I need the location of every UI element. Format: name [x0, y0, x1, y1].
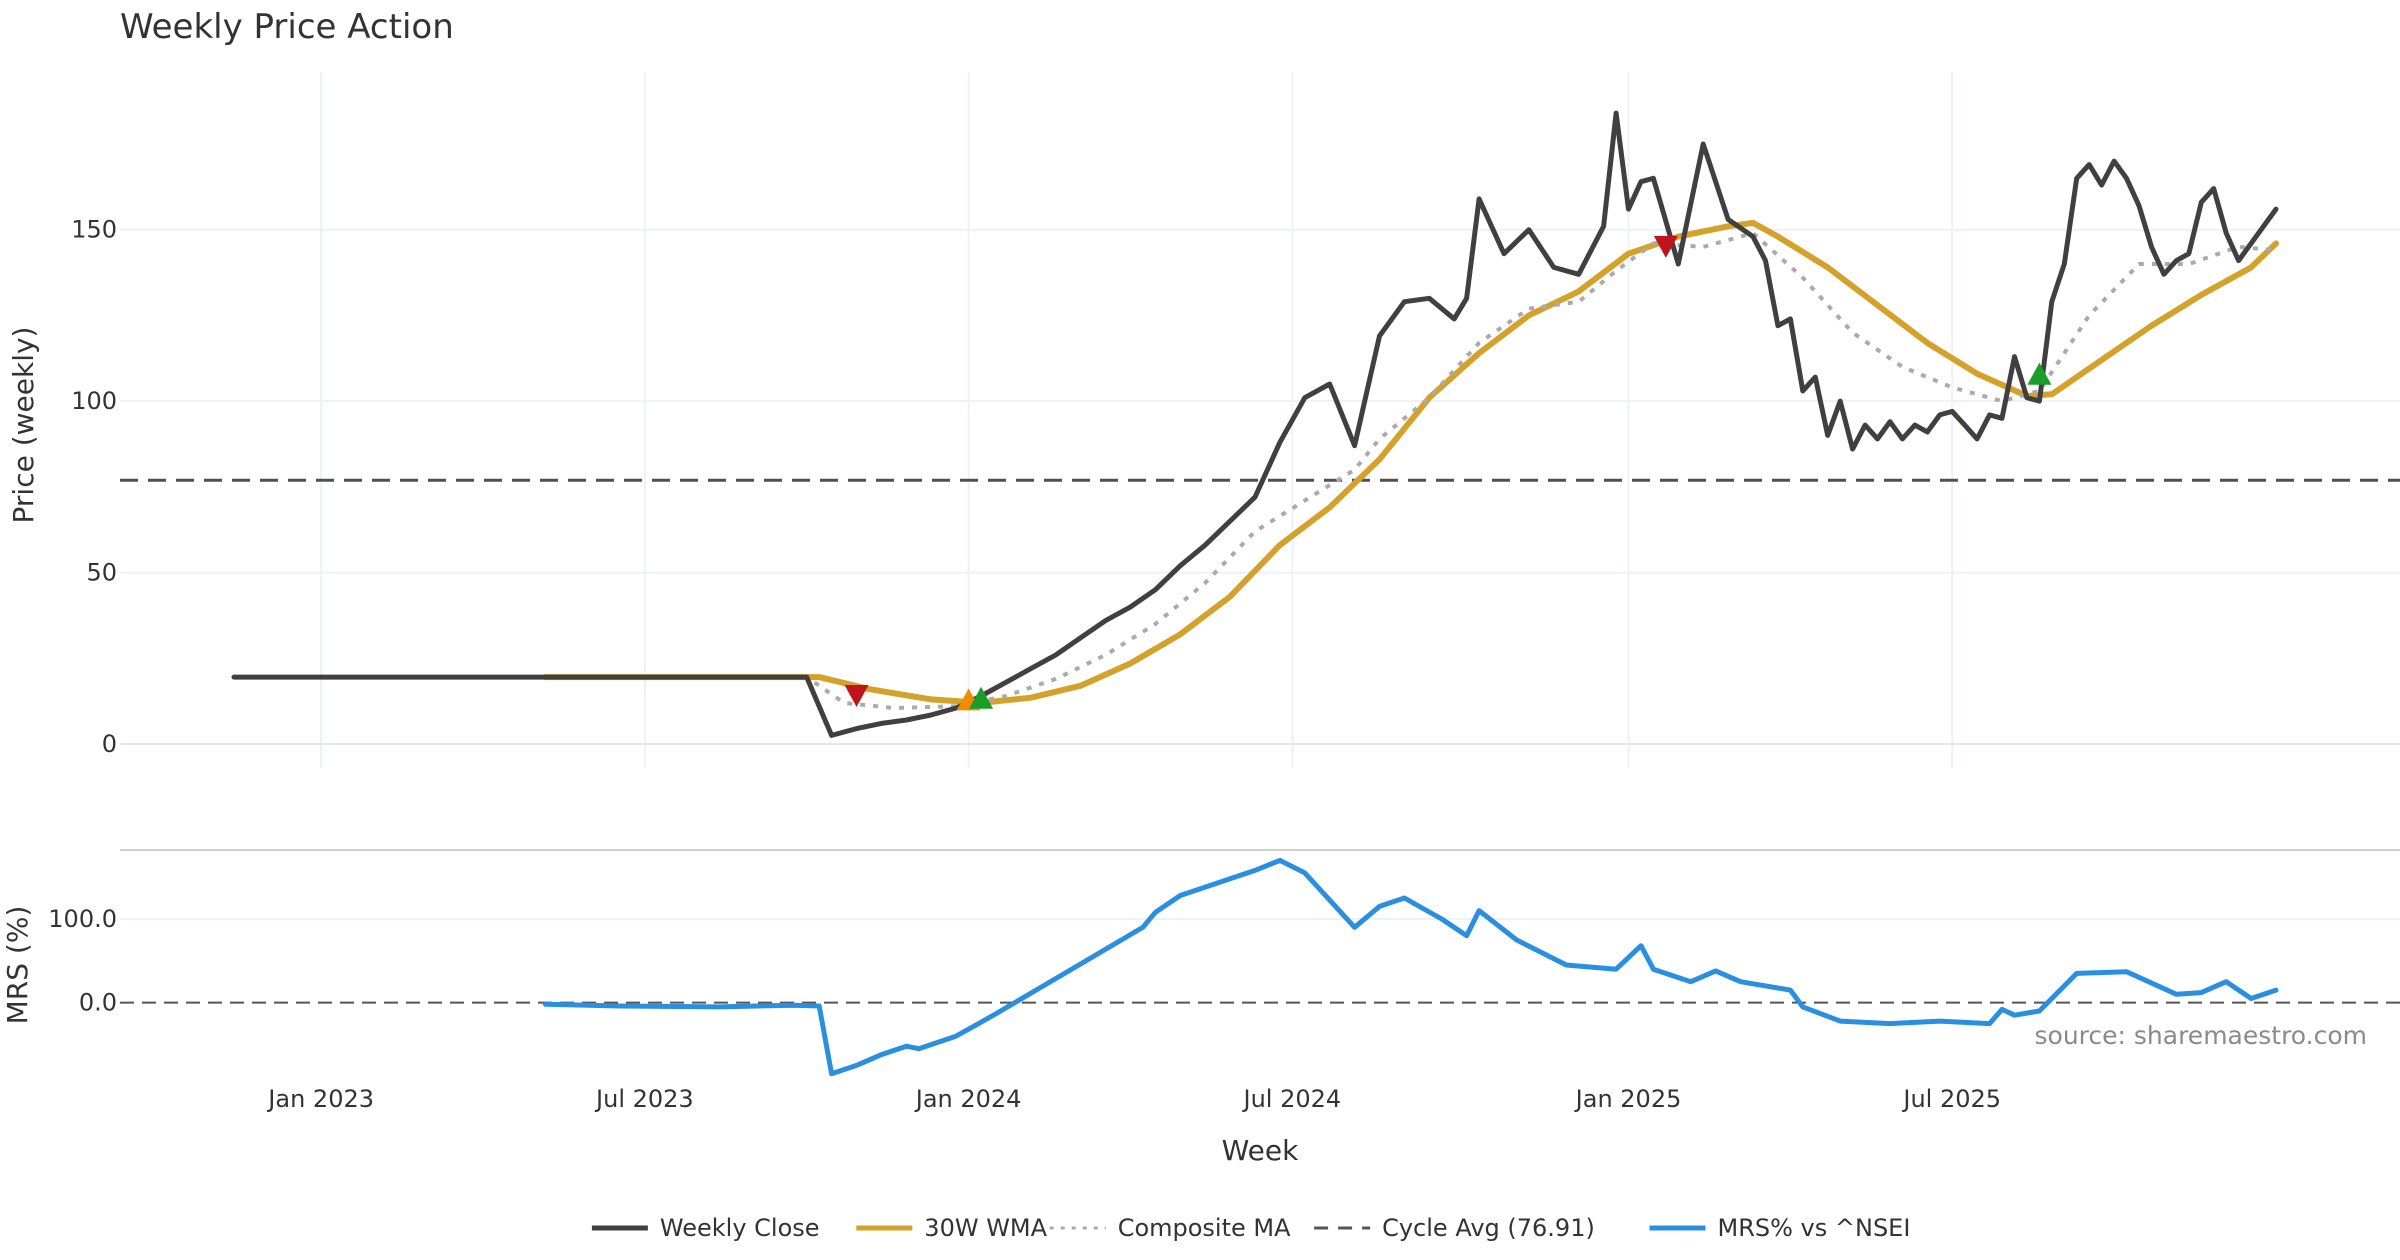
x-axis-title: Week	[1222, 1134, 1299, 1167]
x-tick-label: Jan 2024	[914, 1085, 1022, 1113]
price-y-tick-label: 50	[86, 559, 117, 587]
x-tick-label: Jan 2025	[1574, 1085, 1682, 1113]
x-tick-label: Jul 2023	[594, 1085, 694, 1113]
price-y-tick-label: 150	[71, 216, 117, 244]
mrs-y-axis-title: MRS (%)	[1, 906, 34, 1025]
price-y-axis-title: Price (weekly)	[7, 327, 40, 524]
series-30w-wma	[545, 223, 2276, 703]
mrs-y-tick-label: 0.0	[79, 989, 117, 1017]
legend-item-mrs-vs-nsei: MRS% vs ^NSEI	[1650, 1214, 1911, 1242]
legend-item-weekly-close: Weekly Close	[592, 1214, 820, 1242]
legend-label: Composite MA	[1118, 1214, 1291, 1242]
price-y-tick-label: 100	[71, 387, 117, 415]
price-y-tick-label: 0	[102, 730, 117, 758]
cycle-avg-layer	[120, 480, 2400, 1002]
mrs-series-layer	[545, 860, 2276, 1073]
grid-lines	[120, 72, 2400, 919]
price-action-chart: Weekly Price Action Jan 2023 Jul 2023 Jan …	[0, 0, 2400, 1260]
source-note: source: sharemaestro.com	[2035, 1021, 2368, 1050]
mrs-y-tick-label: 100.0	[48, 905, 117, 933]
legend: Weekly Close 30W WMA Composite MA Cycle Avg…	[592, 1214, 1911, 1242]
legend-label: MRS% vs ^NSEI	[1718, 1214, 1911, 1242]
legend-label: Weekly Close	[660, 1214, 820, 1242]
chart-title: Weekly Price Action	[120, 7, 454, 47]
legend-label: Cycle Avg (76.91)	[1382, 1214, 1595, 1242]
signal-markers	[845, 236, 2052, 711]
axis-ticks: Jan 2023 Jul 2023 Jan 2024 Jul 2024 Jan 2025…	[48, 216, 2001, 1113]
legend-item-composite-ma: Composite MA	[1050, 1214, 1291, 1242]
legend-item-30w-wma: 30W WMA	[856, 1214, 1047, 1242]
price-series-layer	[234, 113, 2276, 735]
legend-item-cycle-avg-76-91: Cycle Avg (76.91)	[1314, 1214, 1595, 1242]
buy-signal-marker	[2027, 363, 2051, 385]
legend-label: 30W WMA	[924, 1214, 1047, 1242]
x-tick-label: Jul 2024	[1241, 1085, 1341, 1113]
x-tick-label: Jul 2025	[1901, 1085, 2001, 1113]
x-tick-label: Jan 2023	[266, 1085, 374, 1113]
series-composite-ma	[296, 233, 2276, 708]
series-mrs-vs-nsei	[545, 860, 2276, 1073]
series-weekly-close	[234, 113, 2276, 735]
